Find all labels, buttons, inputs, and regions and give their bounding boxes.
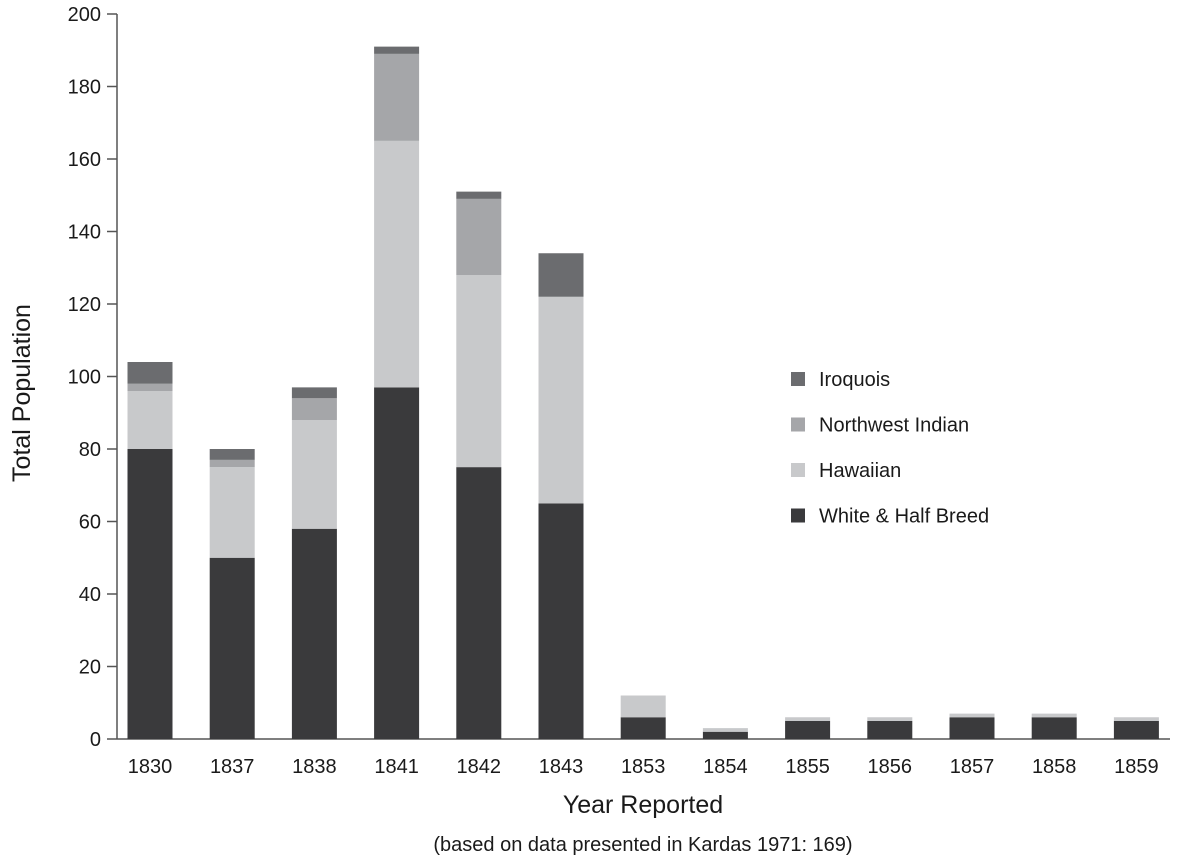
bar-1859-hawaiian <box>1113 717 1159 721</box>
x-tick-label-1837: 1837 <box>210 756 255 778</box>
bar-1843-white-and-half-breed <box>538 503 584 739</box>
x-tick-label-1838: 1838 <box>292 756 337 778</box>
chart-caption: (based on data presented in Kardas 1971:… <box>433 834 852 856</box>
y-tick-label-120: 120 <box>68 294 101 316</box>
legend-item-northwest-indian: Northwest Indian <box>791 415 969 437</box>
bar-1841-northwest-indian <box>374 53 420 141</box>
y-tick-label-140: 140 <box>68 222 101 244</box>
y-tick-label-0: 0 <box>90 729 101 751</box>
y-ticks: 0 20 40 60 80 100 120 140 160 180 200 <box>68 4 117 751</box>
bar-1853-white-and-half-breed <box>620 717 666 739</box>
axes <box>116 14 1170 740</box>
y-tick-label-200: 200 <box>68 4 101 26</box>
legend-swatch-hawaiian <box>791 463 805 477</box>
bar-stack-1859 <box>1113 717 1159 739</box>
bar-stack-1837 <box>209 449 255 739</box>
y-tick-label-180: 180 <box>68 77 101 99</box>
y-tick-label-20: 20 <box>79 657 101 679</box>
bar-1842-white-and-half-breed <box>456 467 502 739</box>
bar-stack-1854 <box>702 728 748 739</box>
legend: Iroquois Northwest Indian Hawaiian White & … <box>791 369 989 528</box>
bar-stack-1856 <box>867 717 913 739</box>
bar-stack-1857 <box>949 713 995 739</box>
bar-1841-hawaiian <box>374 140 420 388</box>
bar-1841-iroquois <box>374 46 420 54</box>
bar-1856-hawaiian <box>867 717 913 721</box>
x-tick-label-1858: 1858 <box>1032 756 1077 778</box>
bar-1841-white-and-half-breed <box>374 387 420 739</box>
bar-1838-white-and-half-breed <box>291 528 337 739</box>
x-tick-label-1841: 1841 <box>374 756 419 778</box>
bar-stack-1858 <box>1031 713 1077 739</box>
bar-stack-1838 <box>291 387 337 739</box>
bar-1842-hawaiian <box>456 275 502 468</box>
x-tick-label-1843: 1843 <box>539 756 584 778</box>
bar-1838-northwest-indian <box>291 398 337 420</box>
bar-1830-iroquois <box>127 362 173 384</box>
y-axis-title: Total Population <box>8 304 36 482</box>
x-tick-label-1859: 1859 <box>1114 756 1159 778</box>
bar-stack-1853 <box>620 695 666 739</box>
bar-1855-white-and-half-breed <box>785 720 831 739</box>
bar-1843-iroquois <box>538 253 584 297</box>
bar-1857-hawaiian <box>949 713 995 718</box>
bar-1837-hawaiian <box>209 467 255 558</box>
x-tick-label-1857: 1857 <box>950 756 995 778</box>
x-ticks: 1830 1837 1838 1841 1842 1843 1853 1854 1855 1856… <box>128 756 1159 778</box>
bar-stack-1830 <box>127 362 173 739</box>
y-tick-label-160: 160 <box>68 149 101 171</box>
bar-1837-white-and-half-breed <box>209 557 255 739</box>
bar-stack-1843 <box>538 253 584 739</box>
bar-1857-white-and-half-breed <box>949 717 995 739</box>
bar-1856-white-and-half-breed <box>867 720 913 739</box>
y-tick-label-40: 40 <box>79 584 101 606</box>
legend-label-hawaiian: Hawaiian <box>819 460 901 482</box>
bar-1830-hawaiian <box>127 391 173 449</box>
bar-1854-white-and-half-breed <box>702 731 748 739</box>
x-tick-label-1856: 1856 <box>868 756 913 778</box>
bar-1855-hawaiian <box>785 717 831 721</box>
y-tick-label-60: 60 <box>79 512 101 534</box>
bar-1854-hawaiian <box>702 728 748 732</box>
x-tick-label-1842: 1842 <box>457 756 502 778</box>
bar-1858-white-and-half-breed <box>1031 717 1077 739</box>
bar-stack-1855 <box>785 717 831 739</box>
y-tick-label-80: 80 <box>79 439 101 461</box>
legend-swatch-white-and-half-breed <box>791 508 805 523</box>
legend-item-iroquois: Iroquois <box>791 369 890 391</box>
x-axis-title: Year Reported <box>563 791 723 819</box>
legend-label-white-and-half-breed: White & Half Breed <box>819 506 989 528</box>
x-tick-label-1830: 1830 <box>128 756 173 778</box>
bar-1842-iroquois <box>456 191 502 199</box>
y-tick-label-100: 100 <box>68 367 101 389</box>
bar-stack-1842 <box>456 191 502 739</box>
bar-1843-hawaiian <box>538 296 584 504</box>
x-tick-label-1854: 1854 <box>703 756 748 778</box>
bar-1830-northwest-indian <box>127 383 173 391</box>
legend-label-northwest-indian: Northwest Indian <box>819 415 969 437</box>
bars <box>127 46 1159 739</box>
bar-1842-northwest-indian <box>456 198 502 275</box>
bar-1838-iroquois <box>291 387 337 399</box>
x-tick-label-1855: 1855 <box>785 756 830 778</box>
legend-label-iroquois: Iroquois <box>819 369 890 391</box>
x-tick-label-1853: 1853 <box>621 756 666 778</box>
bar-1859-white-and-half-breed <box>1113 720 1159 739</box>
legend-swatch-northwest-indian <box>791 417 805 432</box>
legend-item-hawaiian: Hawaiian <box>791 460 901 482</box>
bar-1837-northwest-indian <box>209 459 255 468</box>
bar-1830-white-and-half-breed <box>127 449 173 739</box>
legend-swatch-iroquois <box>791 372 805 386</box>
bar-1837-iroquois <box>209 449 255 460</box>
legend-item-white-and-half-breed: White & Half Breed <box>791 506 989 528</box>
bar-1858-hawaiian <box>1031 713 1077 718</box>
bar-1853-hawaiian <box>620 695 666 718</box>
bar-stack-1841 <box>374 46 420 739</box>
bar-1838-hawaiian <box>291 420 337 529</box>
